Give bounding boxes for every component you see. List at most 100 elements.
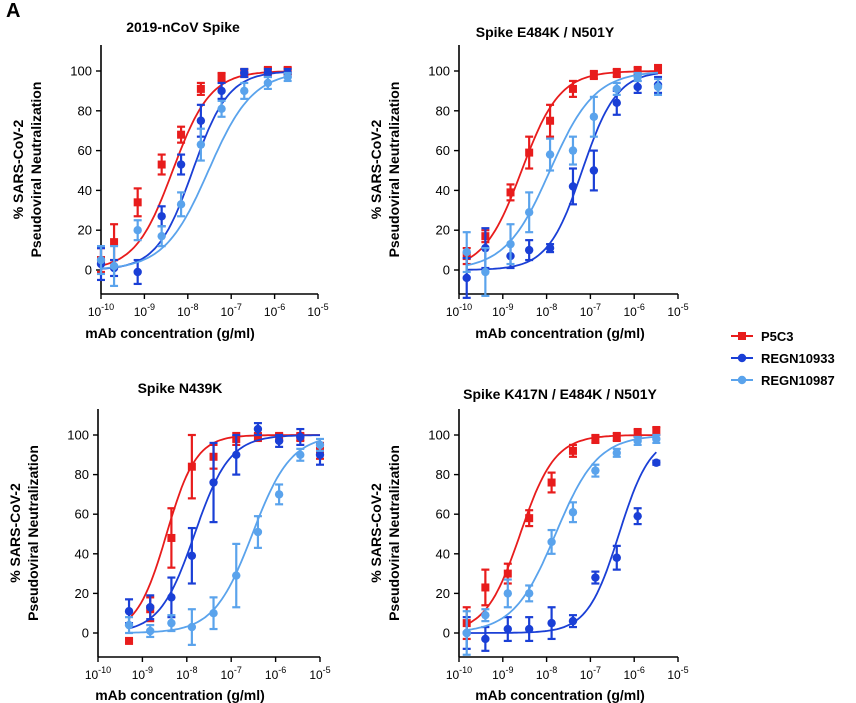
- data-point-circle: [209, 609, 218, 618]
- data-point-circle: [167, 618, 176, 628]
- x-tick-label: 10-8: [177, 302, 198, 319]
- data-point-square: [568, 446, 577, 455]
- data-point-circle: [462, 247, 471, 257]
- data-point-square: [187, 462, 196, 471]
- data-point-circle: [296, 432, 305, 442]
- data-point-circle: [462, 628, 471, 638]
- data-point-circle: [481, 267, 490, 277]
- x-tick-label: 10-6: [624, 302, 645, 319]
- data-point-circle: [589, 112, 599, 121]
- data-point-circle: [652, 458, 661, 467]
- series-regn10987: [124, 437, 325, 646]
- data-point-square: [503, 569, 512, 578]
- y-tick-label: 40: [436, 183, 450, 198]
- data-point-circle: [653, 82, 663, 92]
- x-tick-label: 10-10: [446, 302, 472, 319]
- data-point-square: [525, 514, 534, 523]
- x-tick-label: 10-9: [132, 665, 153, 682]
- fit-curve: [100, 75, 288, 270]
- data-point-square: [196, 84, 205, 93]
- series-regn10987: [462, 433, 661, 656]
- series-regn10987: [96, 71, 292, 288]
- data-point-circle: [133, 226, 142, 235]
- data-point-circle: [232, 450, 241, 459]
- data-point-square: [167, 533, 176, 542]
- data-point-square: [612, 68, 621, 77]
- data-point-square: [217, 72, 226, 81]
- data-point-circle: [612, 448, 621, 458]
- x-tick-label: 10-9: [492, 302, 513, 319]
- panel-letter: A: [6, 0, 21, 22]
- x-tick-label: 10-7: [221, 665, 242, 682]
- legend-item-regn10933: REGN10933: [731, 351, 835, 366]
- data-point-circle: [274, 436, 284, 446]
- data-point-circle: [568, 616, 578, 626]
- chart-title: 2019-nCoV Spike: [126, 19, 240, 35]
- data-point-circle: [240, 68, 249, 78]
- data-point-square: [612, 432, 621, 441]
- y-axis-label-line2: Pseudoviral Neutralization: [386, 445, 402, 621]
- y-axis-label-line1: % SARS-CoV-2: [368, 120, 384, 220]
- fit-curve: [466, 451, 657, 634]
- data-point-circle: [506, 239, 515, 249]
- data-point-circle: [157, 212, 166, 221]
- x-axis-label: mAb concentration (g/ml): [95, 687, 265, 703]
- chart-panel-4: Spike K417N / E484K / N501Y 10-10 10-9 10-8…: [368, 386, 689, 703]
- data-point-circle: [296, 450, 305, 459]
- data-point-circle: [157, 231, 166, 241]
- data-point-circle: [124, 607, 134, 616]
- data-point-circle: [591, 573, 600, 582]
- data-point-circle: [253, 424, 263, 434]
- x-tick-label: 10-9: [492, 665, 513, 682]
- x-tick-label: 10-8: [536, 302, 557, 319]
- data-point-circle: [481, 610, 490, 620]
- x-axis-label: mAb concentration (g/ml): [85, 325, 255, 341]
- data-point-circle: [503, 589, 512, 598]
- y-tick-label: 20: [78, 223, 92, 238]
- fit-curve: [466, 434, 657, 626]
- series-p5c3: [462, 63, 663, 266]
- fit-curve: [128, 439, 321, 634]
- data-point-circle: [503, 624, 512, 634]
- fit-curve: [466, 435, 657, 631]
- legend-item-regn10987: REGN10987: [731, 373, 835, 388]
- fit-curve: [466, 71, 659, 267]
- data-point-circle: [737, 353, 747, 363]
- data-point-square: [506, 188, 515, 197]
- y-tick-label: 40: [75, 546, 89, 561]
- data-point-circle: [568, 508, 578, 517]
- data-point-square: [652, 427, 661, 436]
- data-point-circle: [176, 160, 186, 169]
- series-regn10933: [124, 422, 325, 630]
- x-axis-label: mAb concentration (g/ml): [475, 325, 645, 341]
- series-regn10933: [462, 451, 661, 652]
- data-point-circle: [133, 267, 142, 277]
- data-point-square: [568, 84, 577, 93]
- data-point-circle: [196, 140, 206, 149]
- legend-label: REGN10933: [761, 351, 835, 366]
- data-point-square: [589, 70, 598, 79]
- y-tick-label: 100: [428, 64, 450, 79]
- x-tick-label: 10-5: [667, 302, 688, 319]
- y-tick-label: 60: [78, 143, 92, 158]
- legend-label: P5C3: [761, 329, 794, 344]
- data-point-square: [481, 583, 490, 592]
- data-point-square: [133, 198, 142, 207]
- series-regn10987: [462, 71, 663, 297]
- data-point-circle: [524, 624, 534, 634]
- y-tick-label: 100: [428, 428, 450, 443]
- data-point-circle: [652, 434, 661, 444]
- fit-curve: [100, 70, 288, 267]
- y-tick-label: 60: [436, 507, 450, 522]
- y-axis-label-line2: Pseudoviral Neutralization: [386, 82, 402, 258]
- data-point-circle: [146, 626, 155, 636]
- y-tick-label: 0: [443, 626, 450, 641]
- x-tick-label: 10-10: [446, 665, 472, 682]
- data-point-circle: [545, 243, 555, 253]
- x-tick-label: 10-5: [309, 665, 330, 682]
- data-point-circle: [146, 603, 155, 612]
- y-axis-label-line2: Pseudoviral Neutralization: [25, 445, 41, 621]
- data-point-circle: [96, 255, 106, 265]
- fit-curve: [466, 70, 658, 261]
- y-tick-label: 20: [75, 586, 89, 601]
